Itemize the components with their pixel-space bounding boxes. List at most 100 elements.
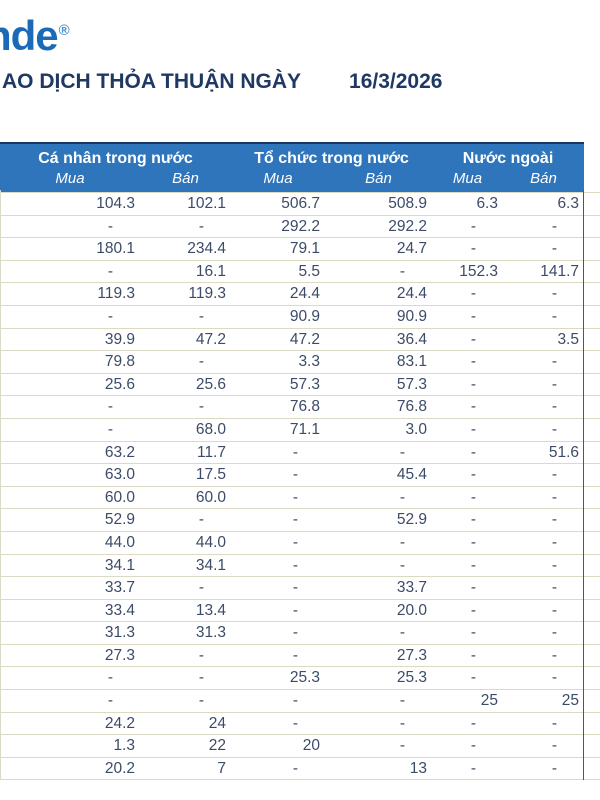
cell: - [470, 285, 476, 303]
cell: 24.7 [396, 240, 427, 258]
cell: - [470, 737, 476, 755]
cell: - [107, 420, 113, 438]
cell: - [551, 759, 557, 777]
cell: 83.1 [396, 353, 427, 371]
table-row: - - - - 25 25 [0, 690, 600, 713]
cell: 180.1 [96, 240, 135, 258]
cell: - [399, 714, 405, 732]
cell: - [107, 307, 113, 325]
cell: 44.0 [104, 533, 135, 551]
cell: 104.3 [96, 195, 135, 212]
table-row: 79.8 - 3.3 83.1 - - [0, 351, 600, 374]
cell: - [470, 556, 476, 574]
cell: - [198, 646, 204, 664]
cell: - [107, 262, 113, 280]
subheader-organization-buy: Mua [263, 170, 293, 187]
cell: - [399, 624, 405, 642]
cell: - [292, 601, 298, 619]
table-header: Cá nhân trong nước Tổ chức trong nước Nư… [0, 142, 584, 192]
cell: 292.2 [388, 217, 427, 235]
cell: - [198, 307, 204, 325]
cell: - [198, 398, 204, 416]
table-body: 104.3 102.1 506.7 508.9 6.3 6.3- -292.2 292.2- -… [0, 192, 600, 781]
cell: - [551, 511, 557, 529]
cell: 31.3 [195, 624, 226, 642]
title-bar: AO DỊCH THỎA THUẬN NGÀY 16/3/2026 [2, 70, 442, 94]
cell: 25 [480, 692, 498, 710]
cell: 47.2 [195, 330, 226, 348]
cell: - [551, 466, 557, 484]
table-row: 104.3 102.1 506.7 508.9 6.3 6.3 [0, 193, 600, 216]
cell: 508.9 [388, 195, 427, 212]
cell: 79.1 [289, 240, 320, 258]
cell: 57.3 [396, 375, 427, 393]
cell: 27.3 [104, 646, 135, 664]
cell: 34.1 [104, 556, 135, 574]
cell: 1.3 [113, 737, 135, 755]
table-header-groups: Cá nhân trong nước Tổ chức trong nước Nư… [0, 144, 584, 169]
cell: 24 [208, 714, 226, 732]
cell: - [551, 217, 557, 235]
cell: - [551, 307, 557, 325]
cell: - [551, 375, 557, 393]
cell: 68.0 [195, 420, 226, 438]
cell: - [470, 533, 476, 551]
cell: 76.8 [396, 398, 427, 416]
cell: - [551, 420, 557, 438]
cell: - [470, 601, 476, 619]
cell: 119.3 [188, 285, 226, 303]
cell: 33.7 [104, 579, 135, 597]
cell: 292.2 [281, 217, 320, 235]
cell: - [551, 624, 557, 642]
cell: - [551, 601, 557, 619]
cell: 5.5 [298, 262, 320, 280]
table-row: - - 25.3 25.3 - - [0, 667, 600, 691]
cell: 20.2 [104, 759, 135, 777]
subheader-foreign-buy: Mua [452, 170, 483, 187]
table-row: - 16.1 5.5 - 152.3 141.7 [0, 261, 600, 284]
cell: - [470, 330, 476, 348]
cell: - [399, 488, 405, 506]
cell: 25.6 [195, 375, 226, 393]
cell: 25.6 [104, 375, 135, 393]
cell: - [470, 488, 476, 506]
deal-table: Cá nhân trong nước Tổ chức trong nước Nư… [0, 142, 600, 781]
cell: 6.3 [557, 195, 579, 212]
cell: - [470, 443, 476, 461]
table-row: 63.0 17.5 - 45.4 - - [0, 464, 600, 487]
cell: 13.4 [195, 601, 226, 619]
cell: - [470, 669, 476, 687]
cell: - [470, 714, 476, 732]
cell: - [470, 375, 476, 393]
cell: 39.9 [104, 330, 135, 348]
group-header-domestic-individual: Cá nhân trong nước [38, 150, 193, 167]
cell: - [198, 353, 204, 371]
cell: 90.9 [289, 307, 320, 325]
cell: 22 [208, 737, 226, 755]
cell: 25.3 [289, 669, 320, 687]
table-row: 33.4 13.4 - 20.0 - - [0, 600, 600, 623]
cell: 13 [409, 759, 427, 777]
cell: 44.0 [195, 533, 226, 551]
cell: 102.1 [187, 195, 226, 212]
cell: 20.0 [396, 601, 427, 619]
cell: - [470, 420, 476, 438]
cell: 17.5 [195, 466, 226, 484]
cell: - [292, 646, 298, 664]
cell: 20 [302, 737, 320, 755]
cell: - [107, 669, 113, 687]
cell: - [292, 556, 298, 574]
registered-trademark-icon: ® [58, 22, 70, 39]
cell: 52.9 [104, 511, 135, 529]
cell: - [551, 240, 557, 258]
cell: - [551, 556, 557, 574]
cell: 90.9 [396, 307, 427, 325]
cell: - [399, 556, 405, 574]
cell: - [292, 533, 298, 551]
cell: - [551, 353, 557, 371]
cell: 60.0 [195, 488, 226, 506]
cell: 63.0 [104, 466, 135, 484]
cell: - [551, 488, 557, 506]
cell: 7 [217, 759, 226, 777]
table-header-subcolumns: Mua Bán Mua Bán Mua Bán [0, 169, 584, 192]
